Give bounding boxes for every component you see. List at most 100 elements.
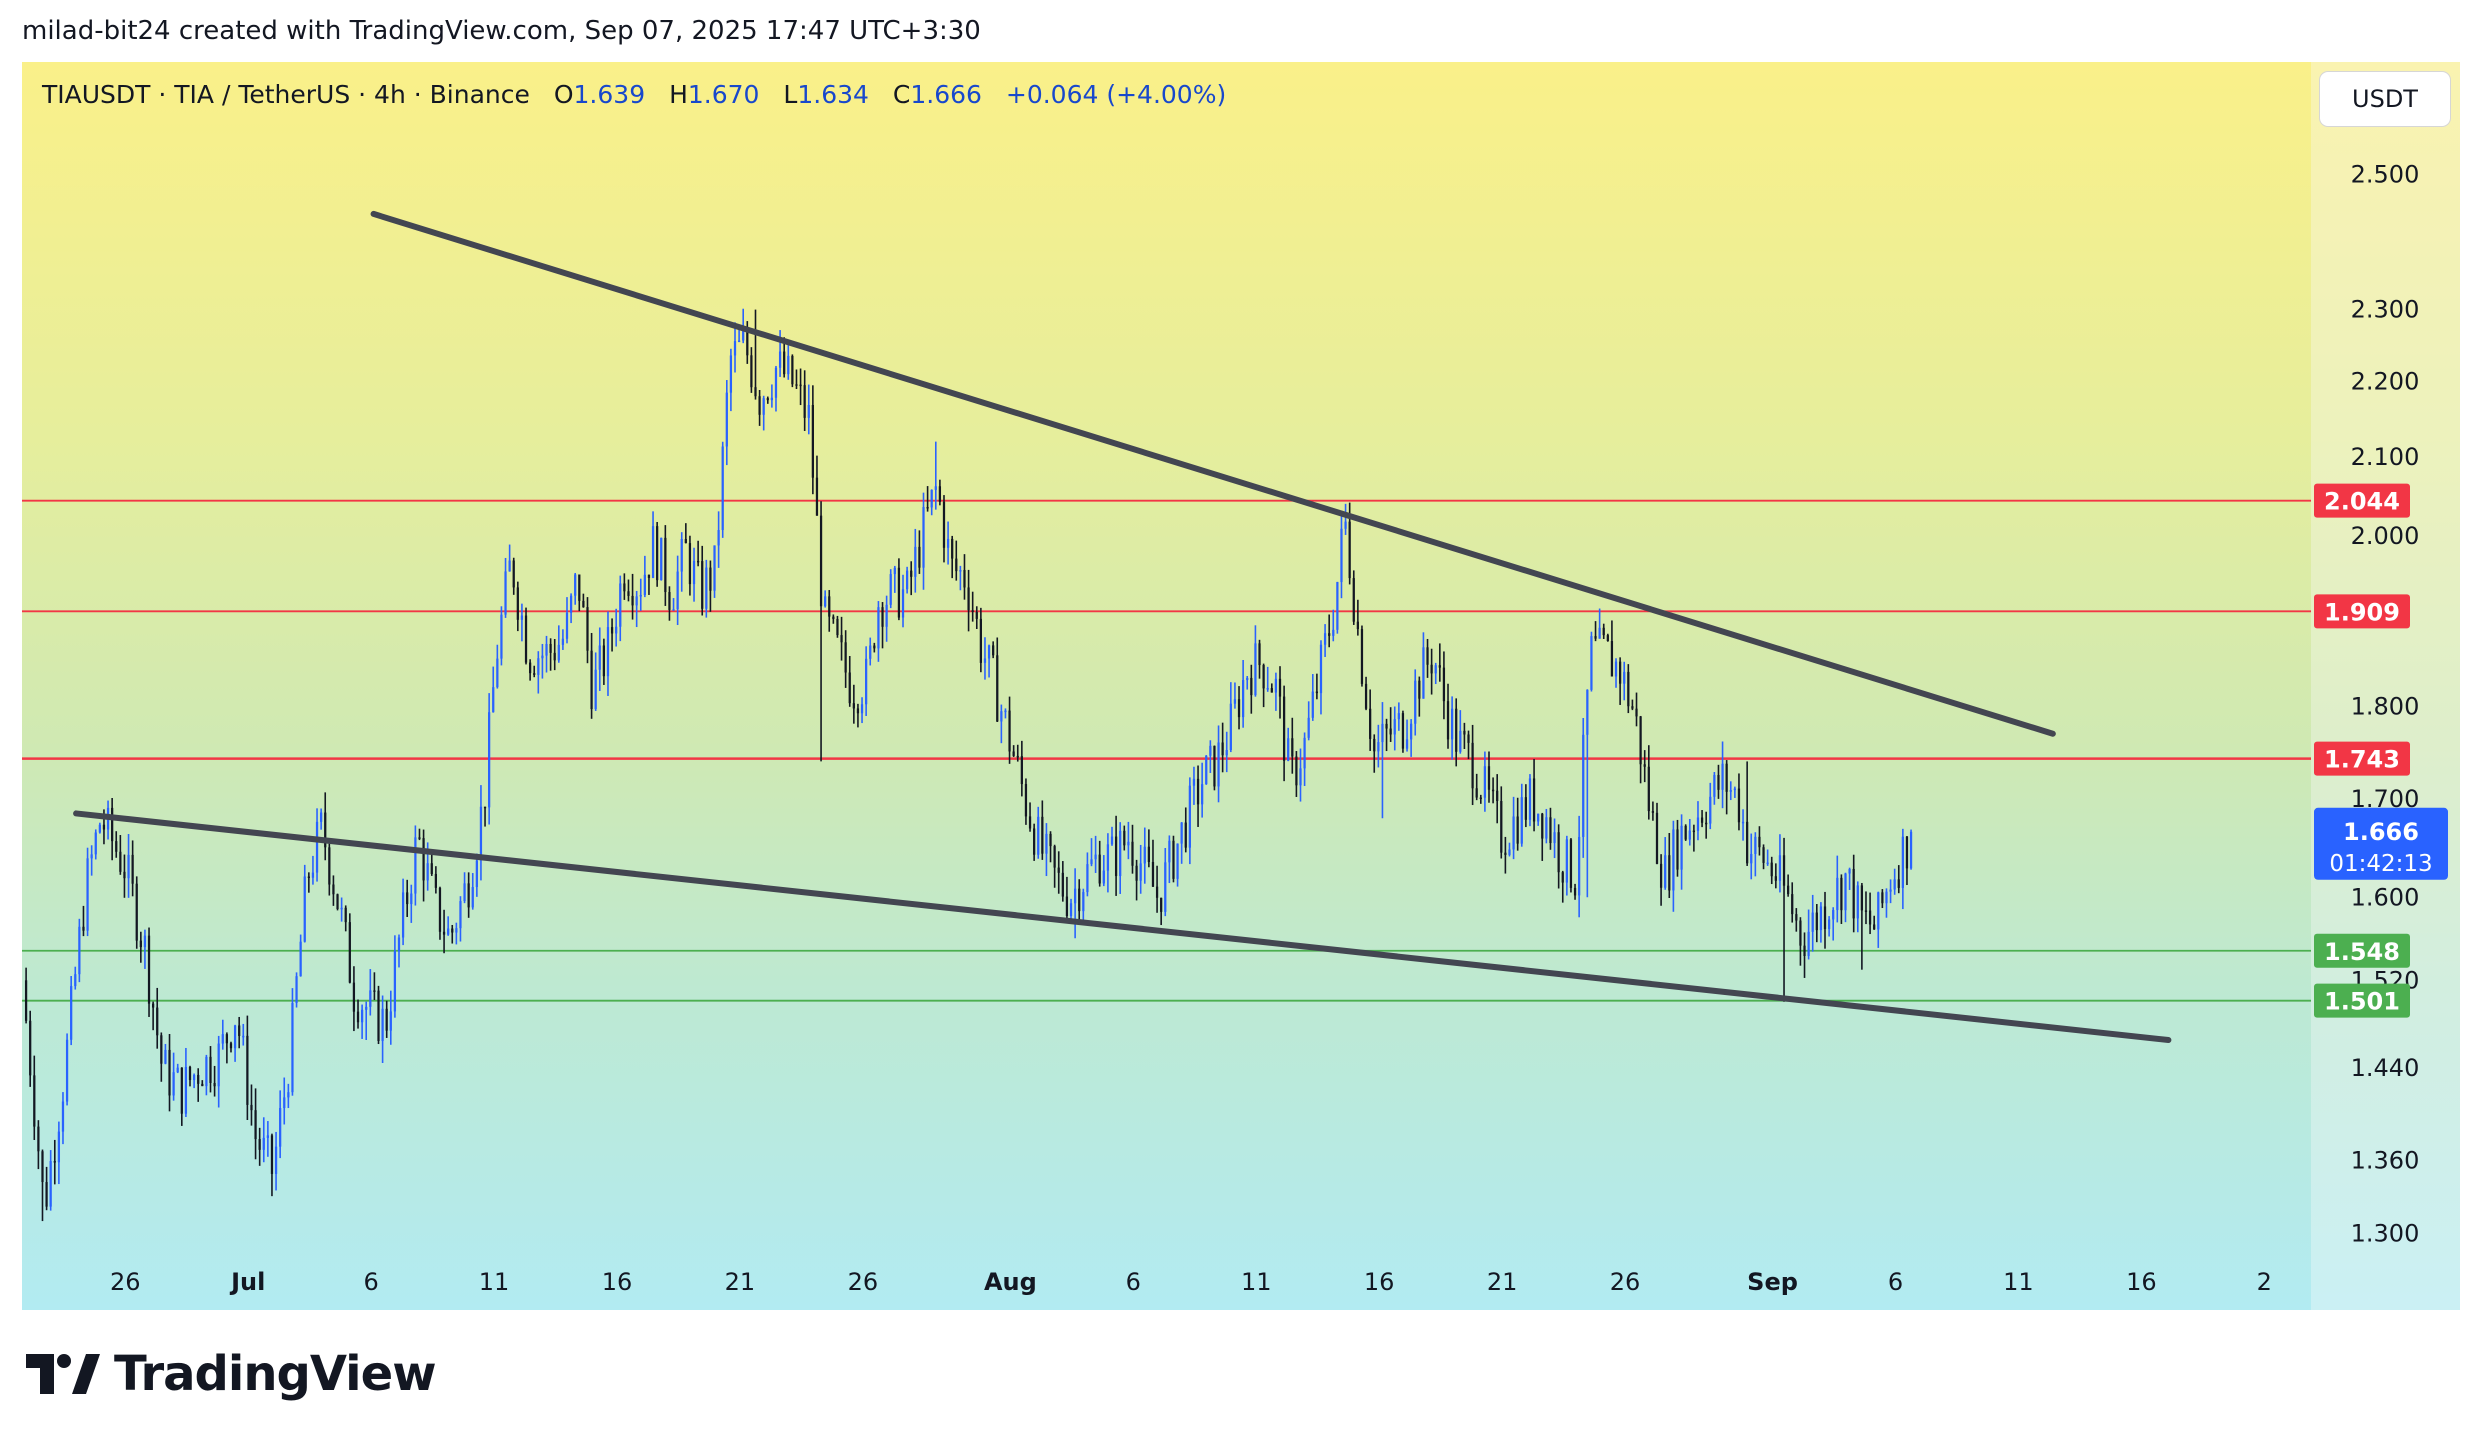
candle-body (1586, 689, 1589, 735)
candle-body (799, 384, 802, 387)
candle-body (49, 1161, 52, 1207)
candle-body (524, 615, 528, 663)
candle-body (94, 832, 97, 855)
candle-body (1733, 788, 1736, 791)
candle-body (172, 1072, 175, 1096)
candle-body (233, 1025, 237, 1049)
candle-body (496, 658, 499, 688)
candle-body (1135, 865, 1138, 881)
candle-body (1024, 784, 1028, 817)
candle-body (1467, 734, 1470, 743)
candle-body (1131, 841, 1134, 866)
candle-body (1590, 636, 1593, 690)
candle-body (1795, 914, 1798, 921)
time-tick-label: 6 (363, 1268, 378, 1296)
candle-body (1086, 864, 1089, 893)
candle-body (582, 600, 585, 608)
candle-body (1168, 840, 1171, 863)
candle-body (1713, 774, 1716, 797)
candle-body (291, 1002, 294, 1093)
candle-body (78, 926, 81, 975)
candle-body (1221, 742, 1224, 756)
candle-body (1344, 521, 1347, 529)
candle-body (1635, 708, 1638, 717)
candle-body (1827, 919, 1831, 930)
candle-body (1729, 790, 1732, 792)
candle-body (1647, 766, 1650, 812)
candle-body (1151, 862, 1155, 887)
candle-body (615, 626, 618, 634)
candle-body (1094, 854, 1097, 860)
candle-body (1114, 836, 1118, 877)
candle-body (1758, 836, 1761, 848)
candle-body (537, 658, 540, 675)
candle-body (1397, 713, 1400, 720)
candle-body (1479, 797, 1482, 800)
candle-body (1328, 633, 1331, 636)
candle-body (856, 708, 860, 714)
candle-body (664, 537, 667, 593)
price-tick-label: 2.100 (2351, 443, 2420, 471)
lower-trendline (73, 810, 2172, 1043)
candle-body (1028, 816, 1032, 829)
candle-body (1237, 699, 1241, 718)
candle-body (279, 1108, 282, 1147)
candle-body (1147, 846, 1151, 863)
candle-body (1475, 788, 1478, 798)
candle-body (631, 595, 634, 606)
candle-body (1746, 821, 1749, 864)
candle-body (1348, 521, 1351, 579)
symbol-title: TIAUSDT · TIA / TetherUS · 4h · Binance (42, 80, 530, 109)
candle-body (24, 980, 28, 1021)
candle-body (996, 655, 999, 722)
support-badge (2314, 933, 2410, 968)
currency-button[interactable]: USDT (2320, 72, 2450, 126)
candle-body (139, 940, 142, 948)
candle-body (1340, 528, 1343, 583)
candle-body (1782, 855, 1786, 886)
candle-body (1651, 811, 1655, 813)
candle-body (1889, 889, 1892, 892)
tradingview-logo[interactable]: TradingView (26, 1346, 437, 1402)
candle-body (1471, 742, 1474, 789)
candle-body (541, 655, 544, 659)
candle-body (619, 583, 622, 627)
candle-body (373, 990, 376, 992)
candle-body (1868, 910, 1872, 925)
candle-body (1561, 872, 1564, 883)
candle-body (1336, 582, 1339, 630)
candle-body (70, 986, 73, 1040)
candle-body (488, 712, 491, 808)
candle-body (61, 1101, 65, 1132)
candle-body (213, 1082, 216, 1087)
candle-body (410, 893, 413, 905)
close-value: 1.666 (910, 80, 982, 109)
candle-body (774, 367, 778, 398)
candle-body (254, 1110, 257, 1140)
candle-body (53, 1161, 56, 1163)
candle-body (545, 643, 548, 656)
candle-body (733, 341, 737, 356)
candle-body (406, 892, 409, 905)
candle-body (574, 574, 577, 596)
candle-body (766, 398, 769, 401)
candle-body (676, 571, 679, 610)
candle-body (819, 515, 823, 607)
candle-body (184, 1066, 188, 1114)
current-price-label: 1.666 (2343, 818, 2419, 846)
candle-body (1196, 778, 1200, 805)
candle-body (1500, 800, 1503, 853)
candle-body (475, 860, 478, 888)
candle-body (553, 652, 556, 661)
candle-body (1307, 717, 1310, 738)
candle-body (1541, 813, 1544, 839)
candle-body (983, 658, 987, 663)
candle-body (1184, 822, 1187, 848)
price-tick-label: 1.360 (2351, 1146, 2420, 1174)
candle-body (1688, 830, 1691, 840)
time-tick-label: 16 (602, 1268, 633, 1296)
chart-background[interactable] (22, 62, 2460, 1310)
candle-body (1287, 738, 1290, 761)
candle-body (992, 645, 995, 656)
